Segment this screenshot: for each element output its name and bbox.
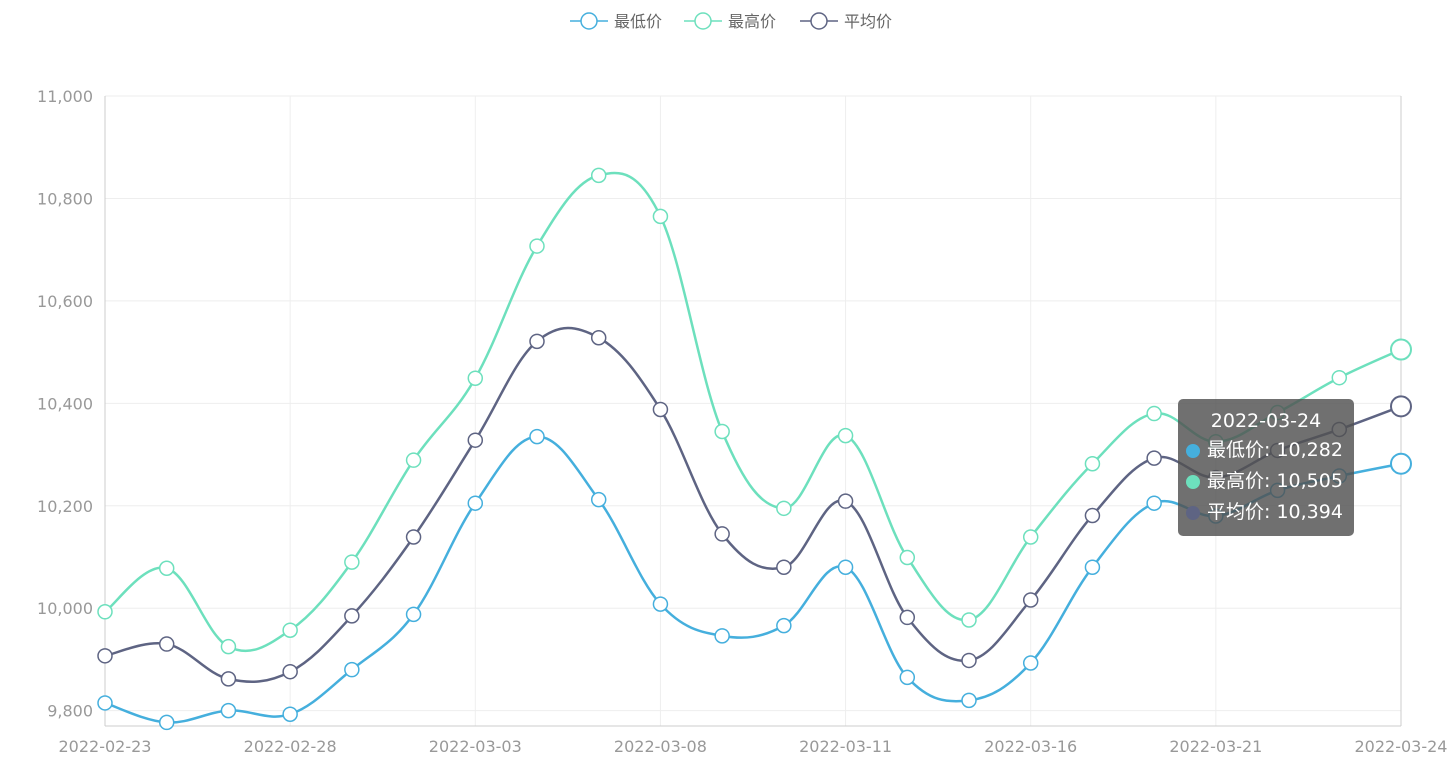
axes: 9,800 10,000 10,200 10,400 10,600 10,800 11,00… <box>37 87 1447 756</box>
y-tick-label: 11,000 <box>37 87 93 106</box>
data-point-avg[interactable] <box>529 333 545 350</box>
data-point-max[interactable] <box>467 370 484 386</box>
x-tick-label: 2022-03-24 <box>1355 737 1448 756</box>
data-point-max[interactable] <box>220 638 237 655</box>
y-tick-label: 10,600 <box>37 292 93 311</box>
data-point-avg[interactable] <box>344 608 360 624</box>
data-point-min[interactable] <box>282 706 298 722</box>
tooltip-title: 2022-03-24 <box>1210 410 1322 432</box>
tooltip-row-avg: 平均价: 10,394 <box>1178 497 1354 528</box>
data-point-avg[interactable] <box>652 401 669 418</box>
tooltip-dot-avg <box>1186 505 1200 520</box>
legend-item-avg[interactable]: 平均价 <box>800 12 892 31</box>
data-point-max[interactable] <box>776 500 792 517</box>
data-point-max[interactable] <box>97 604 113 620</box>
legend-circle-icon <box>810 12 828 30</box>
data-point-max[interactable] <box>1084 456 1101 472</box>
tooltip-row-max: 最高价: 10,505 <box>1178 466 1354 497</box>
data-point-max[interactable] <box>158 560 175 576</box>
y-tick-label: 9,800 <box>47 702 93 721</box>
data-point-min[interactable] <box>590 491 607 508</box>
y-tick-label: 10,000 <box>37 599 93 618</box>
tooltip-label-min: 最低价: 10,282 <box>1207 439 1343 461</box>
chart-legend: 最低价 最高价 平均价 <box>570 12 892 31</box>
data-point-min[interactable] <box>714 628 730 644</box>
x-tick-label: 2022-03-11 <box>799 737 892 756</box>
y-tick-label: 10,800 <box>37 189 93 208</box>
x-tick-label: 2022-03-08 <box>614 737 707 756</box>
data-point-max[interactable] <box>1022 529 1039 545</box>
data-point-avg[interactable] <box>714 526 730 542</box>
data-point-avg[interactable] <box>837 493 854 509</box>
data-point-max[interactable] <box>1331 369 1348 386</box>
x-tick-label: 2022-03-21 <box>1169 737 1262 756</box>
data-point-avg[interactable] <box>405 529 422 545</box>
data-point-min[interactable] <box>220 702 237 719</box>
data-tooltip: 2022-03-24 最低价: 10,282 最高价: 10,505 平均价: … <box>1178 399 1354 536</box>
data-point-min[interactable] <box>344 661 360 678</box>
data-point-min[interactable] <box>652 596 669 612</box>
data-point-min[interactable] <box>1084 559 1101 575</box>
data-point-max[interactable] <box>652 208 669 225</box>
data-point-min[interactable] <box>1022 655 1039 671</box>
data-point-max[interactable] <box>529 238 545 254</box>
data-point-max[interactable] <box>1146 405 1162 422</box>
data-point-avg[interactable] <box>97 648 113 664</box>
data-point-avg[interactable] <box>282 663 298 680</box>
legend-label: 平均价 <box>844 12 892 31</box>
data-point-avg[interactable] <box>590 330 607 346</box>
legend-circle-icon <box>580 12 598 30</box>
tooltip-label-max: 最高价: 10,505 <box>1207 470 1343 492</box>
data-point-max[interactable] <box>405 452 422 468</box>
data-point-min[interactable] <box>97 695 113 711</box>
legend-item-max[interactable]: 最高价 <box>684 12 776 31</box>
data-point-avg[interactable] <box>158 636 175 652</box>
data-point-max[interactable] <box>714 423 730 440</box>
x-tick-label: 2022-02-28 <box>244 737 337 756</box>
legend-label: 最低价 <box>614 12 662 31</box>
data-point-avg[interactable] <box>1022 592 1039 608</box>
legend-circle-icon <box>694 12 712 30</box>
data-point-avg[interactable] <box>1146 450 1162 466</box>
data-point-max[interactable] <box>590 167 607 184</box>
data-point-min[interactable] <box>405 606 422 623</box>
legend-label: 最高价 <box>728 12 776 31</box>
data-point-max[interactable] <box>837 427 854 444</box>
data-point-avg[interactable] <box>467 432 484 448</box>
data-point-avg[interactable] <box>899 609 916 626</box>
x-tick-label: 2022-03-16 <box>984 737 1077 756</box>
tooltip-dot-min <box>1186 443 1200 458</box>
series-points <box>97 167 1412 731</box>
data-point-min[interactable] <box>961 692 977 709</box>
y-tick-label: 10,200 <box>37 497 93 516</box>
data-point-max[interactable] <box>1390 338 1412 361</box>
data-point-min[interactable] <box>1390 452 1412 475</box>
data-point-min[interactable] <box>529 428 545 445</box>
data-point-max[interactable] <box>282 622 298 638</box>
y-tick-label: 10,400 <box>37 394 93 413</box>
data-point-avg[interactable] <box>1390 395 1412 418</box>
legend-item-min[interactable]: 最低价 <box>570 12 662 31</box>
tooltip-label-avg: 平均价: 10,394 <box>1207 501 1343 523</box>
data-point-avg[interactable] <box>220 671 237 687</box>
data-point-avg[interactable] <box>961 652 977 669</box>
data-point-max[interactable] <box>344 554 360 570</box>
data-point-avg[interactable] <box>1084 507 1101 524</box>
data-point-min[interactable] <box>158 714 175 731</box>
data-point-min[interactable] <box>467 495 484 511</box>
x-tick-label: 2022-03-03 <box>429 737 522 756</box>
data-point-min[interactable] <box>1146 495 1162 511</box>
tooltip-dot-max <box>1186 474 1200 489</box>
data-point-avg[interactable] <box>776 559 792 575</box>
data-point-max[interactable] <box>961 612 977 628</box>
data-point-min[interactable] <box>837 559 854 575</box>
tooltip-row-min: 最低价: 10,282 <box>1178 435 1354 466</box>
x-tick-label: 2022-02-23 <box>59 737 152 756</box>
data-point-min[interactable] <box>899 669 916 686</box>
data-point-max[interactable] <box>899 549 916 566</box>
data-point-min[interactable] <box>776 617 792 634</box>
